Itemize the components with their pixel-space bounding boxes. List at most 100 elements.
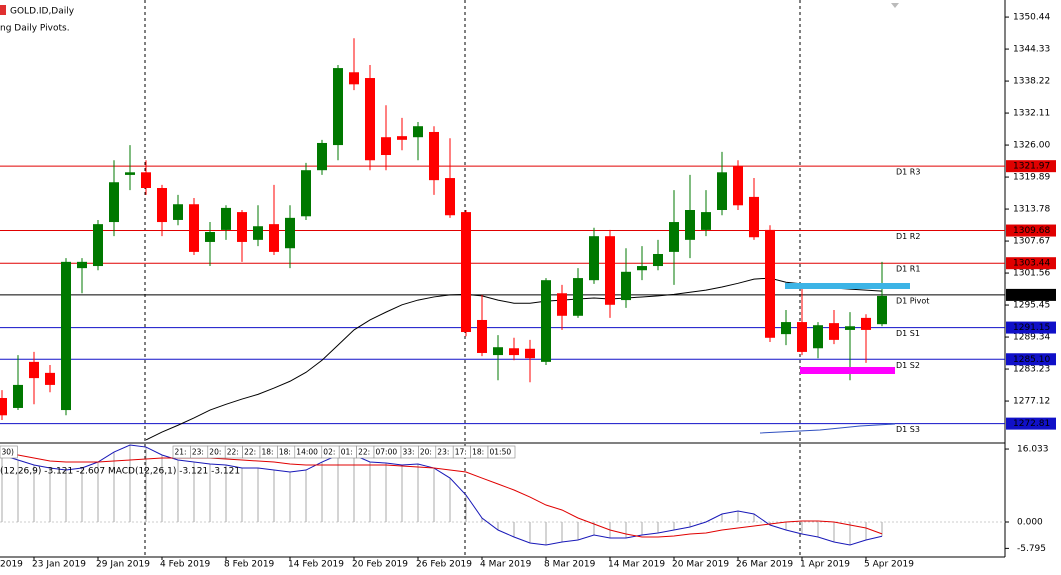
candle-body — [589, 236, 599, 281]
candle-body — [109, 182, 119, 223]
time-label: 01:50 — [490, 448, 512, 457]
candle-body — [445, 178, 455, 216]
candle-body — [765, 229, 775, 338]
y-tick-label: 1295.45 — [1013, 301, 1050, 311]
price-tag — [1006, 321, 1056, 334]
y-tick-label: -5.795 — [1017, 544, 1046, 554]
time-label-box — [487, 445, 516, 459]
x-tick-label: 26 Mar 2019 — [736, 560, 793, 570]
time-label: 07:00 — [376, 448, 398, 457]
drawn-zone — [785, 283, 910, 289]
time-label: 22: — [227, 448, 239, 457]
y-tick-label: 1332.11 — [1013, 109, 1050, 119]
indicator-name: ng Daily Pivots. — [0, 24, 70, 34]
time-label: 23: — [192, 448, 204, 457]
candle-body — [397, 136, 407, 140]
candle-body — [125, 172, 135, 175]
y-tick-label: 1289.34 — [1013, 333, 1050, 343]
candle-body — [813, 325, 823, 349]
candle-body — [429, 131, 439, 181]
time-label: 21: — [175, 448, 187, 457]
candle-body — [717, 172, 727, 211]
candle-body — [621, 271, 631, 301]
candle-body — [877, 295, 887, 325]
candle-body — [157, 188, 167, 223]
candle-body — [189, 204, 199, 252]
macd-label: (12,26,9) -3.121 -2.607 MACD(12,26,1) -3… — [0, 467, 240, 477]
pivot-label: D1 S2 — [896, 361, 920, 370]
y-tick-label: 1350.44 — [1013, 13, 1050, 23]
moving-average — [145, 277, 883, 441]
x-tick-label: 4 Mar 2019 — [480, 560, 532, 570]
candle-body — [733, 166, 743, 206]
price-tag-label: 1321.97 — [1013, 162, 1050, 172]
time-label: 18: — [262, 448, 274, 457]
x-tick-label: 29 Jan 2019 — [96, 560, 150, 570]
candle-body — [829, 323, 839, 340]
y-tick-label: 1307.67 — [1013, 237, 1050, 247]
time-label: 14:00 — [296, 448, 318, 457]
time-label: 18: — [279, 448, 291, 457]
price-tag-label: 1309.68 — [1013, 226, 1050, 236]
price-panel — [0, 38, 1005, 441]
y-tick-label: 1277.12 — [1013, 397, 1050, 407]
candle-body — [685, 210, 695, 240]
candle-body — [285, 217, 295, 249]
pivot-label: D1 R1 — [896, 265, 920, 274]
pivot-label: D1 S3 — [896, 425, 920, 434]
candle-body — [13, 384, 23, 408]
y-tick-label: 0.000 — [1017, 518, 1043, 528]
candle-body — [349, 72, 359, 85]
candle-body — [701, 212, 711, 230]
macd-line — [1, 444, 883, 546]
candle-body — [573, 278, 583, 316]
x-tick-label: 5 Apr 2019 — [864, 560, 914, 570]
time-label: 33: — [403, 448, 415, 457]
candle-body — [605, 236, 615, 305]
candle-body — [205, 231, 215, 242]
candle-body — [413, 126, 423, 138]
candle-body — [29, 361, 39, 379]
price-tag-label: 1272.81 — [1013, 419, 1050, 429]
pivot-label: D1 Pivot — [896, 296, 929, 305]
candle-body — [173, 204, 183, 220]
candle-body — [557, 293, 567, 316]
candle-body — [525, 348, 535, 359]
candle-body — [477, 319, 487, 353]
y-tick-label: 1283.23 — [1013, 365, 1050, 375]
x-tick-label: 1 Apr 2019 — [800, 560, 850, 570]
shift-marker — [891, 3, 899, 8]
candle-body — [301, 170, 311, 217]
time-label-box — [0, 445, 18, 459]
macd-line — [1, 451, 883, 538]
candle-body — [861, 317, 871, 330]
price-tag — [1006, 288, 1056, 301]
candle-body — [0, 398, 7, 416]
price-tag — [1006, 160, 1056, 173]
candle-body — [45, 372, 55, 385]
price-tag-label: 1285.10 — [1013, 355, 1050, 365]
candle-body — [669, 222, 679, 252]
y-tick-label: 1344.33 — [1013, 45, 1050, 55]
price-tag-label: 1303.44 — [1013, 259, 1050, 269]
candle-body — [637, 266, 647, 271]
candle-body — [317, 142, 327, 171]
price-tag-label: 1297.39 — [1013, 290, 1050, 300]
y-tick-label: 1313.78 — [1013, 205, 1050, 215]
x-tick-label: 26 Feb 2019 — [416, 560, 472, 570]
candle-body — [845, 326, 855, 330]
y-tick-label: 16.033 — [1017, 445, 1049, 455]
pivot-label: D1 R2 — [896, 232, 920, 241]
price-tag — [1006, 353, 1056, 366]
y-tick-label: 1301.56 — [1013, 269, 1050, 279]
candle-body — [749, 196, 759, 238]
pivot-label: D1 S1 — [896, 329, 920, 338]
time-label: 17: — [455, 448, 467, 457]
time-label: 30) — [2, 448, 15, 457]
candle-body — [653, 253, 663, 267]
x-tick-label: 2019 — [0, 560, 23, 570]
candle-body — [141, 172, 151, 189]
time-label: 23: — [437, 448, 449, 457]
candle-body — [221, 207, 231, 230]
